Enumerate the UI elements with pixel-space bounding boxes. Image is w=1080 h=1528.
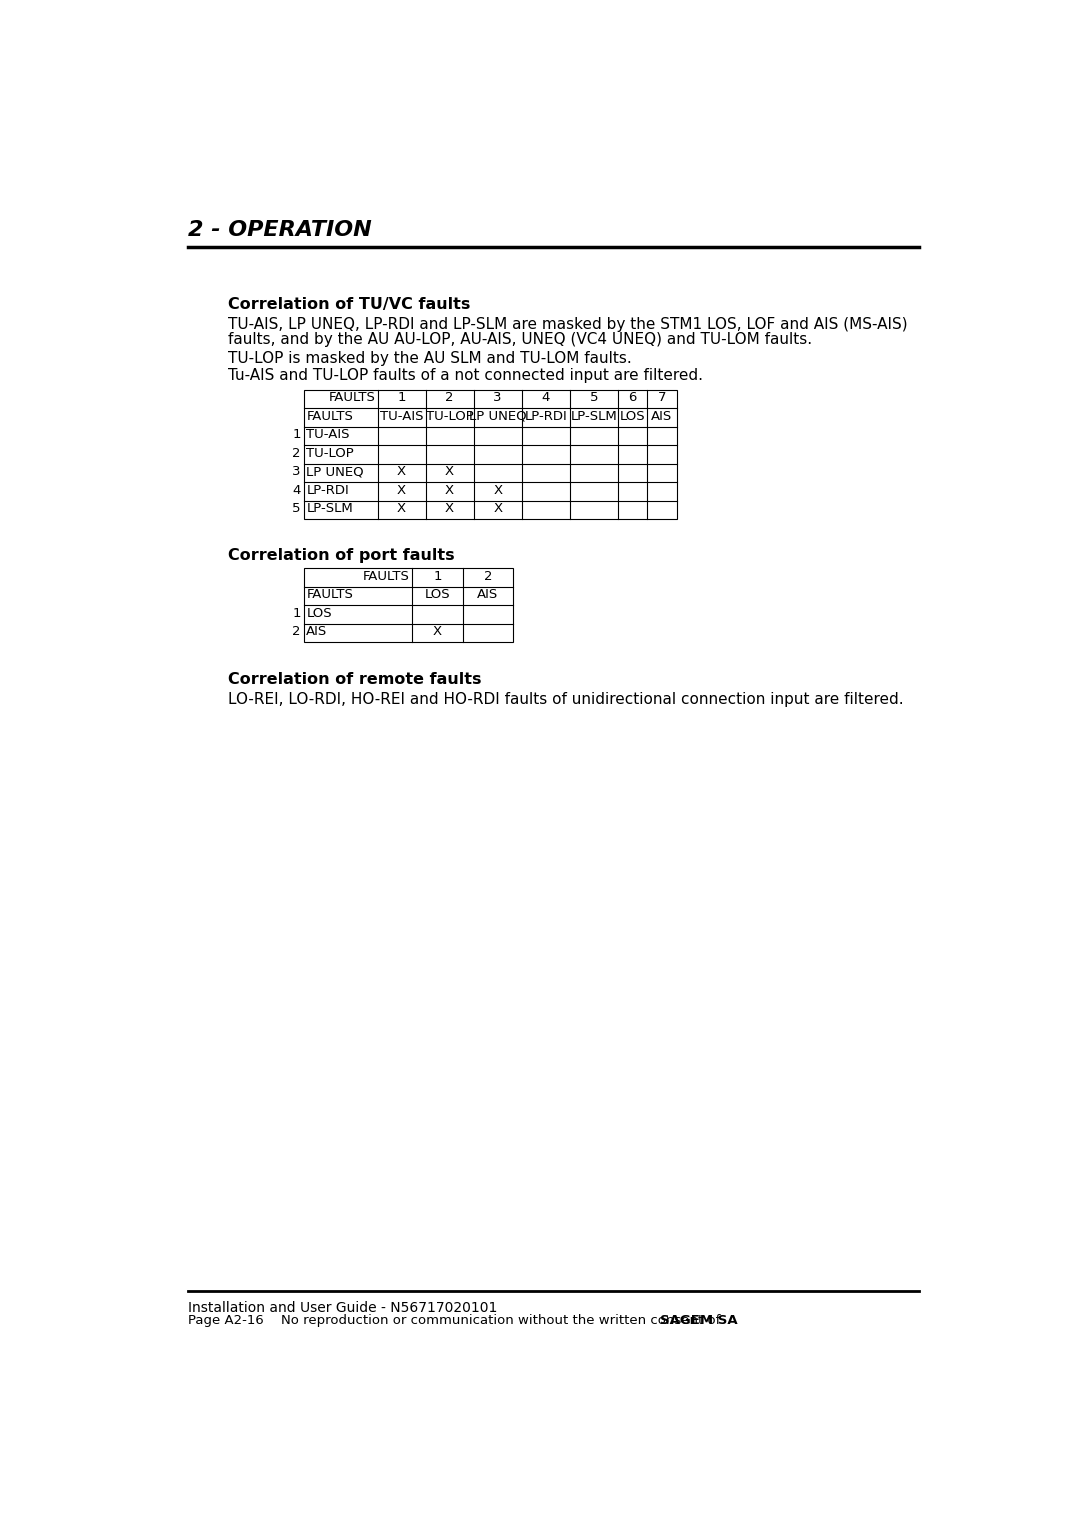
Text: LOS: LOS (424, 588, 450, 602)
Text: X: X (494, 503, 502, 515)
Bar (303, 390, 677, 520)
Text: 2: 2 (445, 391, 454, 405)
Text: X: X (445, 484, 455, 497)
Text: Correlation of TU/VC faults: Correlation of TU/VC faults (228, 298, 471, 312)
Text: Installation and User Guide - N56717020101: Installation and User Guide - N567170201… (188, 1300, 497, 1314)
Text: LP-RDI: LP-RDI (525, 410, 567, 423)
Text: X: X (397, 465, 406, 478)
Text: AIS: AIS (651, 410, 673, 423)
Text: X: X (397, 484, 406, 497)
Text: 2: 2 (293, 625, 301, 639)
Text: 2 - OPERATION: 2 - OPERATION (188, 220, 372, 240)
Text: TU-AIS, LP UNEQ, LP-RDI and LP-SLM are masked by the STM1 LOS, LOF and AIS (MS-A: TU-AIS, LP UNEQ, LP-RDI and LP-SLM are m… (228, 316, 907, 332)
Text: 1: 1 (397, 391, 406, 405)
Text: AIS: AIS (307, 625, 327, 639)
Text: Tu-AIS and TU-LOP faults of a not connected input are filtered.: Tu-AIS and TU-LOP faults of a not connec… (228, 368, 703, 384)
Text: LOS: LOS (307, 607, 332, 620)
Text: 7: 7 (658, 391, 666, 405)
Text: 2: 2 (484, 570, 492, 582)
Text: Page A2-16: Page A2-16 (188, 1314, 264, 1326)
Text: LOS: LOS (620, 410, 646, 423)
Text: 6: 6 (629, 391, 637, 405)
Text: TU-LOP: TU-LOP (426, 410, 473, 423)
Text: 2: 2 (293, 446, 301, 460)
Text: LO-REI, LO-RDI, HO-REI and HO-RDI faults of unidirectional connection input are : LO-REI, LO-RDI, HO-REI and HO-RDI faults… (228, 692, 904, 706)
Text: 3: 3 (293, 465, 301, 478)
Text: LP-SLM: LP-SLM (307, 503, 353, 515)
Text: faults, and by the AU AU-LOP, AU-AIS, UNEQ (VC4 UNEQ) and TU-LOM faults.: faults, and by the AU AU-LOP, AU-AIS, UN… (228, 332, 812, 347)
Text: FAULTS: FAULTS (307, 410, 353, 423)
Text: FAULTS: FAULTS (307, 588, 353, 602)
Text: TU-AIS: TU-AIS (380, 410, 423, 423)
Text: 1: 1 (293, 607, 301, 620)
Text: LP UNEQ: LP UNEQ (469, 410, 527, 423)
Text: No reproduction or communication without the written consent of: No reproduction or communication without… (281, 1314, 729, 1326)
Text: X: X (494, 484, 502, 497)
Text: X: X (397, 503, 406, 515)
Text: Correlation of remote faults: Correlation of remote faults (228, 671, 482, 686)
Bar (303, 568, 513, 642)
Text: TU-AIS: TU-AIS (307, 428, 350, 442)
Text: TU-LOP: TU-LOP (307, 446, 354, 460)
Text: 1: 1 (433, 570, 442, 582)
Text: 4: 4 (293, 484, 301, 497)
Text: X: X (445, 503, 455, 515)
Text: FAULTS: FAULTS (363, 570, 410, 582)
Text: TU-LOP is masked by the AU SLM and TU-LOM faults.: TU-LOP is masked by the AU SLM and TU-LO… (228, 351, 632, 367)
Text: LP-RDI: LP-RDI (307, 484, 349, 497)
Text: 4: 4 (541, 391, 550, 405)
Text: X: X (433, 625, 442, 639)
Text: X: X (445, 465, 455, 478)
Text: 3: 3 (494, 391, 502, 405)
Text: SAGEM SA: SAGEM SA (661, 1314, 738, 1326)
Text: 5: 5 (590, 391, 598, 405)
Text: AIS: AIS (477, 588, 499, 602)
Text: 5: 5 (293, 503, 301, 515)
Text: LP-SLM: LP-SLM (570, 410, 617, 423)
Text: 1: 1 (293, 428, 301, 442)
Text: FAULTS: FAULTS (328, 391, 375, 405)
Text: LP UNEQ: LP UNEQ (307, 465, 364, 478)
Text: Correlation of port faults: Correlation of port faults (228, 549, 455, 564)
